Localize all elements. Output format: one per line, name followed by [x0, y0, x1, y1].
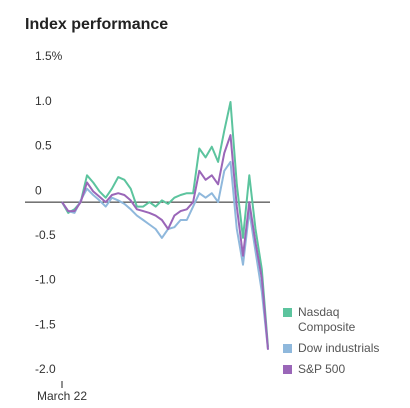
- legend-swatch: [283, 365, 292, 374]
- y-tick-label: -2.0: [35, 362, 56, 376]
- legend-label: Nasdaq Composite: [298, 305, 356, 334]
- y-tick-label: -1.0: [35, 273, 56, 287]
- y-tick-label: 1.5%: [35, 49, 63, 63]
- legend-swatch: [283, 308, 292, 317]
- legend-item: S&P 500: [283, 362, 403, 377]
- y-tick-label: -1.5: [35, 317, 56, 331]
- y-tick-label: 0: [35, 183, 42, 197]
- series-line: [61, 101, 269, 348]
- series-line: [61, 134, 269, 350]
- legend-label: Dow industrials: [298, 341, 380, 355]
- chart-title: Index performance: [25, 16, 168, 33]
- y-tick-label: 1.0: [35, 94, 52, 108]
- series-line: [61, 160, 269, 350]
- legend-swatch: [283, 344, 292, 353]
- y-tick-label: 0.5: [35, 139, 52, 153]
- y-tick-label: -0.5: [35, 228, 56, 242]
- legend-item: Dow industrials: [283, 341, 403, 356]
- x-tick-label: March 22: [37, 389, 87, 403]
- legend-label: S&P 500: [298, 362, 346, 376]
- legend-item: Nasdaq Composite: [283, 305, 403, 335]
- legend: Nasdaq Composite Dow industrials S&P 500: [283, 305, 403, 383]
